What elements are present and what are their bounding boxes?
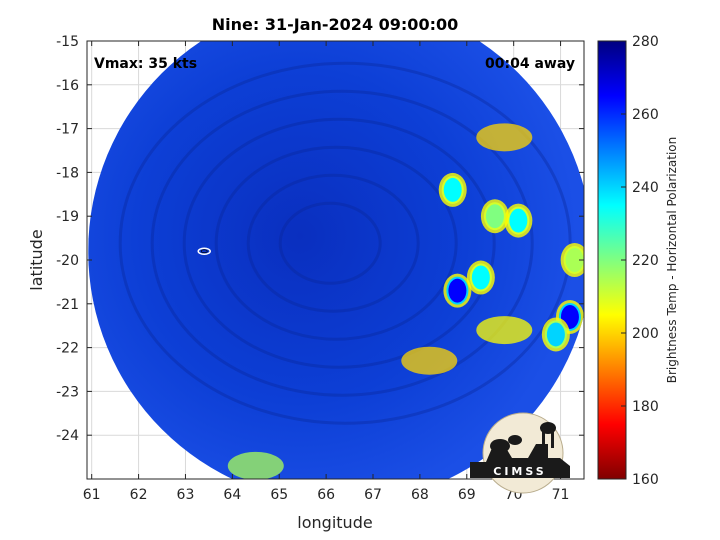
colorbar-tick-label: 220 <box>632 253 659 269</box>
cold-cell <box>509 208 528 233</box>
cool-band <box>476 316 533 345</box>
cold-cell <box>448 278 467 303</box>
y-tick-label: -18 <box>56 165 79 181</box>
cold-cell <box>565 248 584 272</box>
y-tick-label: -16 <box>56 78 79 94</box>
cold-cell <box>443 177 462 202</box>
x-tick-label: 69 <box>458 487 476 503</box>
colorbar-tick-label: 180 <box>632 399 659 415</box>
x-tick-label: 62 <box>130 487 148 503</box>
y-tick-label: -15 <box>56 34 79 50</box>
colorbar: 160 180 200 220 240 260 280 Brightness Temp - … <box>597 34 679 488</box>
colorbar-label: Brightness Temp - Horizontal Polarizatio… <box>665 137 679 384</box>
x-tick-label: 65 <box>270 487 288 503</box>
cold-cell <box>485 204 504 229</box>
y-tick-label: -21 <box>56 297 79 313</box>
y-axis-title: latitude <box>27 229 46 290</box>
cold-cell <box>471 265 490 290</box>
x-tick-label: 67 <box>364 487 382 503</box>
spiral-band <box>118 61 572 425</box>
cool-band <box>476 123 533 152</box>
chart-title: Nine: 31-Jan-2024 09:00:00 <box>212 15 458 34</box>
colorbar-tick-label: 240 <box>632 180 659 196</box>
x-tick-label: 64 <box>223 487 241 503</box>
vmax-annotation: Vmax: 35 kts <box>94 56 197 72</box>
spiral-band <box>150 89 534 397</box>
colorbar-tick-label: 260 <box>632 107 659 123</box>
y-tick-label: -23 <box>56 384 79 400</box>
colorbar-tick-label: 280 <box>632 34 659 50</box>
time-offset-annotation: 00:04 away <box>485 56 575 72</box>
spiral-band <box>214 145 458 341</box>
x-tick-label: 66 <box>317 487 335 503</box>
x-tick-label: 63 <box>177 487 195 503</box>
spiral-band <box>278 201 382 285</box>
cool-band <box>401 346 458 375</box>
spiral-band <box>182 117 496 369</box>
y-tick-label: -22 <box>56 341 79 357</box>
storm-center-contour <box>197 247 211 255</box>
y-tick-label: -24 <box>56 428 79 444</box>
colorbar-tick-label: 200 <box>632 326 659 342</box>
spiral-band <box>246 173 420 313</box>
x-tick-label: 68 <box>411 487 429 503</box>
x-tick-label: 71 <box>552 487 570 503</box>
logo-text: CIMSS <box>493 465 546 478</box>
cold-cell <box>546 322 565 347</box>
cool-band <box>227 451 284 479</box>
y-tick-label: -19 <box>56 209 79 225</box>
colorbar-tick-label: 160 <box>632 472 659 488</box>
swath-background <box>88 41 584 479</box>
y-tick-label: -20 <box>56 253 79 269</box>
x-tick-label: 61 <box>83 487 101 503</box>
x-axis-title: longitude <box>297 513 372 532</box>
cimss-logo: CIMSS <box>470 412 570 494</box>
storm-center-inner <box>200 249 208 254</box>
y-tick-label: -17 <box>56 122 79 138</box>
